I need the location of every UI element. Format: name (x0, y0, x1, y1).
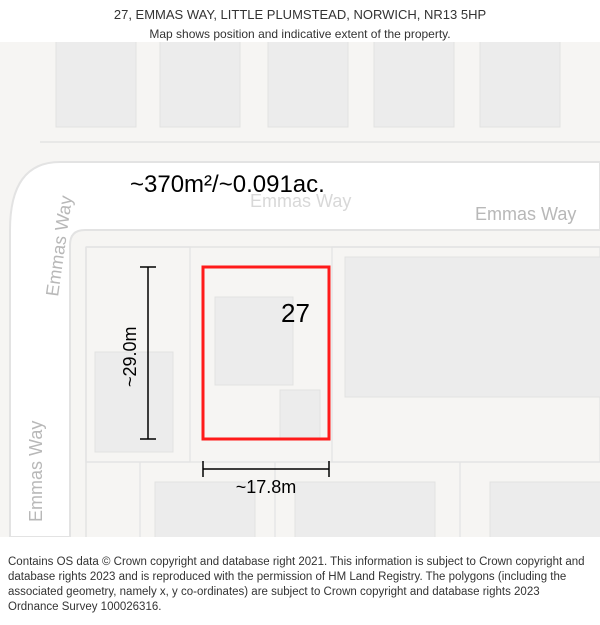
dim-height-label: ~29.0m (120, 326, 140, 387)
building (268, 42, 348, 127)
building (295, 482, 435, 537)
building (160, 42, 240, 127)
building (374, 42, 454, 127)
copyright-footer: Contains OS data © Crown copyright and d… (0, 549, 600, 625)
page-subtitle: Map shows position and indicative extent… (10, 26, 590, 42)
building (280, 390, 320, 440)
road-label: Emmas Way (475, 204, 576, 224)
building (56, 42, 136, 127)
building (345, 257, 600, 397)
plot-number: 27 (281, 298, 310, 328)
area-label: ~370m²/~0.091ac. (130, 171, 325, 198)
dim-width-label: ~17.8m (236, 477, 297, 497)
building (480, 42, 560, 127)
road-label: Emmas Way (26, 421, 46, 522)
map-canvas: Emmas WayEmmas WayEmmas WayEmmas Way27~3… (0, 42, 600, 537)
header: 27, EMMAS WAY, LITTLE PLUMSTEAD, NORWICH… (0, 0, 600, 46)
building (490, 482, 600, 537)
page-title: 27, EMMAS WAY, LITTLE PLUMSTEAD, NORWICH… (10, 6, 590, 24)
